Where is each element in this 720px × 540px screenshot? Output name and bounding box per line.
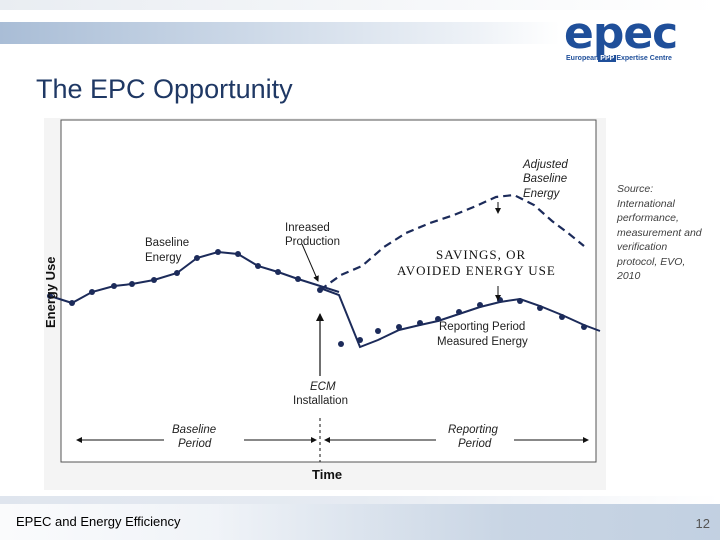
logo-word: epec xyxy=(564,8,678,59)
increased-production-label-2: Production xyxy=(285,236,340,248)
x-axis-label: Time xyxy=(312,467,342,482)
energy-savings-figure: Energy Use Time Baseline Energy Inreased… xyxy=(44,118,606,490)
adjusted-baseline-label-1: Adjusted xyxy=(522,159,568,171)
reporting-period-label-1: Reporting xyxy=(448,424,498,436)
slide-title: The EPC Opportunity xyxy=(36,74,293,104)
page-number: 12 xyxy=(695,516,710,531)
reporting-measured-label-2: Measured Energy xyxy=(437,336,528,348)
baseline-markers xyxy=(47,249,323,306)
footer-bar-gradient xyxy=(0,504,720,540)
top-stripe xyxy=(0,0,720,10)
baseline-period-label-2: Period xyxy=(178,438,212,450)
logo-subtitle: European PPP Expertise Centre xyxy=(566,55,672,62)
savings-label-2: AVOIDED ENERGY USE xyxy=(397,263,556,278)
logo-sub-right: Expertise Centre xyxy=(616,55,672,62)
y-axis-label: Energy Use xyxy=(44,256,58,328)
energy-savings-diagram: Energy Use Time Baseline Energy Inreased… xyxy=(44,119,601,482)
ecm-label-1: ECM xyxy=(310,381,336,393)
adjusted-baseline-label-2: Baseline xyxy=(523,173,567,185)
footer-title: EPEC and Energy Efficiency xyxy=(16,514,181,529)
measured-markers xyxy=(338,297,587,347)
reporting-measured-label-1: Reporting Period xyxy=(439,321,525,333)
increased-production-arrow xyxy=(301,243,319,282)
increased-production-label-1: Inreased xyxy=(285,222,330,234)
logo-sub-left: European xyxy=(566,55,599,62)
baseline-period-label-1: Baseline xyxy=(172,424,216,436)
adjusted-baseline-label-3: Energy xyxy=(523,188,561,200)
savings-label-1: SAVINGS, OR xyxy=(436,247,526,262)
source-note: Source: International performance, measu… xyxy=(617,183,702,282)
adjusted-baseline-line xyxy=(319,193,585,291)
epec-logo: epec European PPP Expertise Centre xyxy=(560,8,710,67)
logo-sub-ppp: PPP xyxy=(598,55,617,62)
baseline-energy-label-2: Energy xyxy=(145,252,182,264)
reporting-period-label-2: Period xyxy=(458,438,492,450)
baseline-energy-label-1: Baseline xyxy=(145,237,189,249)
header-bar xyxy=(0,22,560,44)
ecm-label-2: Installation xyxy=(293,395,348,407)
